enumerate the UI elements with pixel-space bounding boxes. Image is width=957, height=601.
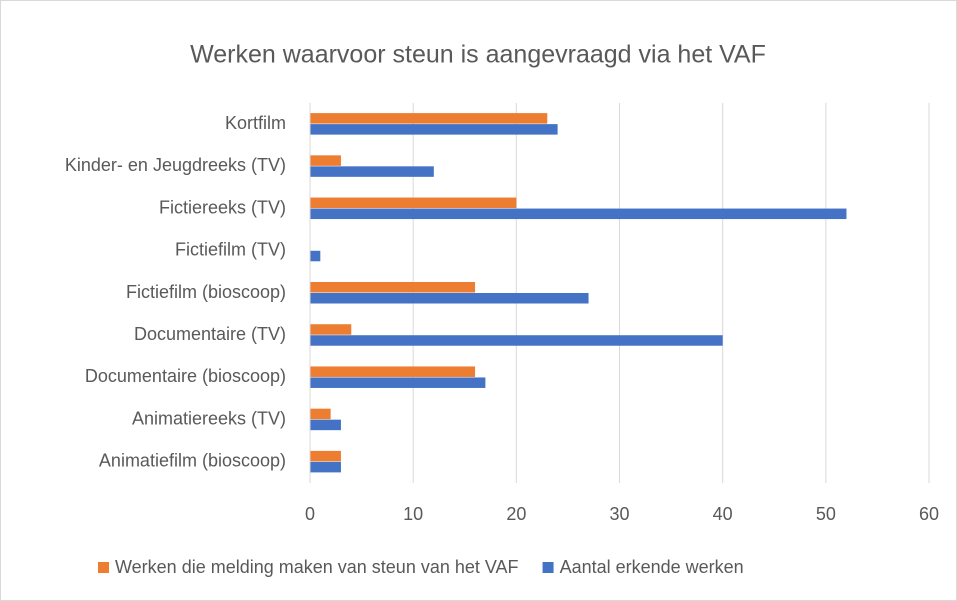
bar [310, 450, 341, 462]
bar [310, 124, 558, 135]
bar [310, 335, 723, 346]
x-tick-label: 0 [305, 504, 315, 524]
bar [310, 293, 589, 304]
x-tick-label: 40 [713, 504, 733, 524]
legend-swatch [542, 562, 554, 573]
bar [310, 250, 321, 262]
bar [310, 408, 331, 420]
y-tick-label: Animatiefilm (bioscoop) [99, 451, 286, 471]
x-tick-label: 50 [816, 504, 836, 524]
y-tick-label: Fictiefilm (TV) [175, 240, 286, 260]
bar [310, 366, 476, 377]
y-tick-label: Documentaire (TV) [134, 324, 286, 344]
y-tick-label: Fictiefilm (bioscoop) [126, 282, 286, 302]
bar [310, 155, 341, 166]
x-tick-label: 20 [506, 504, 526, 524]
x-tick-label: 60 [919, 504, 939, 524]
legend-label: Aantal erkende werken [560, 557, 744, 577]
y-tick-label: Kortfilm [225, 113, 286, 133]
y-tick-label: Fictiereeks (TV) [159, 197, 286, 217]
bar [310, 377, 486, 388]
y-tick-label: Kinder- en Jeugdreeks (TV) [65, 155, 286, 175]
x-tick-label: 30 [609, 504, 629, 524]
bar [310, 208, 847, 220]
bar [310, 324, 352, 335]
legend-label: Werken die melding maken van steun van h… [115, 557, 519, 577]
legend-swatch [98, 562, 109, 573]
x-tick-label: 10 [403, 504, 423, 524]
bar [310, 419, 341, 431]
y-tick-label: Documentaire (bioscoop) [85, 366, 286, 386]
chart-title: Werken waarvoor steun is aangevraagd via… [190, 41, 766, 69]
y-tick-label: Animatiereeks (TV) [132, 408, 286, 428]
bar [310, 166, 434, 177]
bar [310, 461, 341, 473]
bar [310, 197, 517, 209]
bar [310, 282, 476, 293]
bar [310, 113, 548, 124]
